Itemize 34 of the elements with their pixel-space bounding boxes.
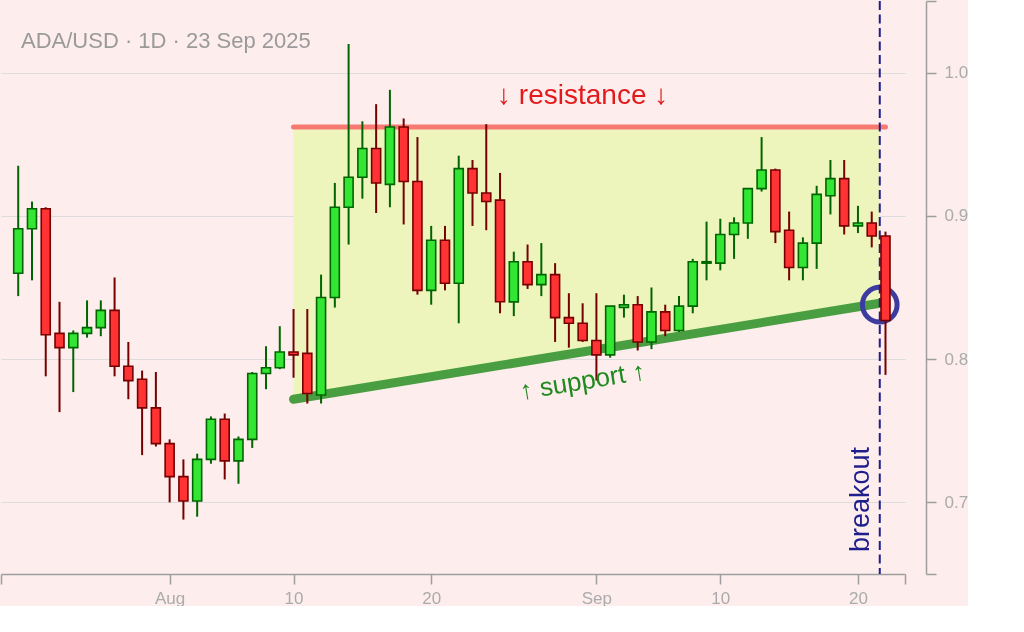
x-tick-label: 20: [422, 588, 442, 608]
candlestick: [288, 307, 299, 379]
candlestick: [260, 345, 272, 391]
candlestick: [233, 435, 244, 485]
candlestick: [67, 329, 79, 394]
candlestick: [866, 210, 878, 249]
candlestick: [563, 292, 575, 349]
y-tick-label: 0.9: [944, 206, 969, 226]
x-tick-label: 20: [849, 588, 868, 608]
candlestick: [536, 242, 547, 298]
candlestick: [825, 159, 836, 216]
y-tick-label: 0.7: [944, 492, 969, 512]
candlestick: [480, 123, 492, 232]
candlestick: [123, 340, 134, 401]
x-tick-label: 10: [284, 588, 304, 608]
candlestick: [701, 220, 712, 282]
annotation: ↓ resistance ↓: [497, 79, 669, 111]
candlestick: [577, 302, 588, 343]
candlestick: [728, 216, 740, 260]
candlestick: [522, 243, 533, 290]
text: ADA/USD · 1D · 23 Sep 2025: [21, 28, 311, 53]
y-tick-label: 0.8: [944, 349, 969, 369]
candlestick: [26, 200, 38, 282]
annotation: ↑ support ↑: [517, 355, 648, 406]
candlestick: [95, 299, 107, 338]
ref-line-label: breakout: [844, 446, 875, 552]
x-tick-label: 10: [711, 588, 731, 608]
y-tick-label: 1.0: [944, 63, 969, 83]
candlestick: [81, 299, 93, 339]
candlestick: [274, 325, 286, 371]
candlestick: [54, 300, 65, 414]
candlestick: [852, 204, 864, 235]
candlestick: [756, 136, 767, 193]
candlestick: [659, 303, 671, 338]
